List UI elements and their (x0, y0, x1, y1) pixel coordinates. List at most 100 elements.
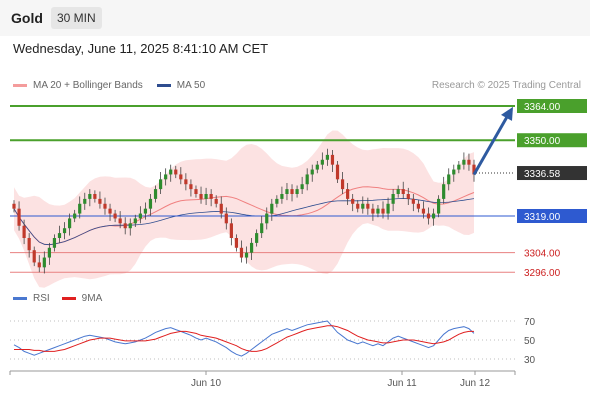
candle-body (143, 208, 148, 214)
candle-body (42, 257, 46, 268)
level-label-2: 3336.58 (524, 169, 561, 180)
ma20-swatch (13, 84, 27, 87)
ma50-line (13, 198, 475, 246)
rsi-legend: RSI 9MA (13, 293, 114, 304)
candle-body (164, 174, 168, 180)
candle-body (381, 208, 385, 214)
candle-body (290, 189, 294, 194)
candle-body (184, 179, 188, 185)
candle-body (169, 169, 173, 175)
level-label-1: 3350.00 (524, 136, 561, 147)
candle-body (462, 159, 466, 165)
x-tick-label-2: Jun 12 (460, 378, 490, 389)
candle-body (224, 213, 228, 224)
candle-body (57, 233, 62, 238)
candle-body (260, 223, 264, 234)
top-bar: Gold 30 MIN (0, 0, 590, 36)
candle-body (62, 228, 67, 234)
candle-body (88, 194, 92, 199)
candle-body (103, 203, 107, 209)
candle-body (421, 208, 426, 214)
candle-body (32, 250, 36, 263)
rsi-label: RSI (33, 293, 50, 304)
candle-body (158, 179, 163, 190)
level-label-4: 3304.00 (524, 249, 561, 260)
rsi-level-label-2: 30 (524, 355, 536, 366)
candle-body (457, 164, 461, 170)
forecast-arrow-shaft (472, 116, 509, 176)
candle-body (467, 159, 471, 165)
candle-body (234, 238, 239, 248)
datetime-label: Wednesday, June 11, 2025 8:41:10 AM CET (13, 41, 269, 56)
candle-body (335, 164, 340, 180)
candle-body (285, 189, 289, 194)
candle-body (78, 203, 82, 214)
candle-body (320, 159, 324, 165)
candle-body (396, 189, 400, 194)
candle-body (194, 189, 198, 194)
candle-body (366, 203, 370, 209)
candle-body (442, 184, 446, 199)
candle-body (133, 218, 137, 224)
candle-body (108, 208, 112, 214)
candle-body (265, 213, 269, 224)
rsi-level-label-0: 70 (524, 317, 536, 328)
candle-body (280, 194, 284, 199)
candle-body (219, 203, 223, 214)
candle-body (351, 198, 355, 204)
rsi-line (13, 320, 475, 357)
candle-body (361, 203, 365, 209)
candle-body (47, 247, 51, 258)
candle-body (22, 225, 26, 238)
candle-body (239, 247, 244, 258)
candle-body (270, 203, 274, 214)
candle-body (68, 218, 72, 229)
level-label-box-1 (517, 133, 587, 148)
candle-body (204, 194, 208, 199)
candle-body (275, 198, 279, 204)
level-label-3: 3319.00 (524, 212, 561, 223)
level-label-5: 3296.00 (524, 268, 561, 279)
candle-body (325, 154, 330, 160)
candle-body (391, 194, 395, 204)
candle-body (244, 252, 249, 258)
candle-body (295, 189, 299, 194)
candle-body (209, 194, 213, 199)
candle-body (472, 164, 476, 175)
candle-body (371, 208, 375, 214)
candle-body (431, 213, 436, 219)
timeframe-button[interactable]: 30 MIN (51, 7, 102, 29)
candle-body (426, 213, 431, 219)
ma9-swatch (61, 297, 76, 300)
candle-body (214, 198, 218, 204)
candle-body (330, 154, 335, 165)
candle-body (138, 213, 142, 219)
candle-body (17, 208, 21, 226)
credit-text: Research © 2025 Trading Central (431, 80, 581, 91)
ma20-label: MA 20 + Bollinger Bands (33, 80, 143, 91)
candle-body (305, 174, 309, 185)
candle-body (255, 233, 259, 243)
candle-body (437, 198, 441, 214)
legend-ma20: MA 20 + Bollinger Bands (13, 80, 143, 91)
candle-body (346, 189, 350, 199)
candle-body (447, 174, 451, 185)
candle-body (73, 213, 77, 219)
candle-body (148, 198, 153, 209)
level-label-box-0 (517, 99, 587, 113)
forecast-arrow-head (501, 106, 513, 121)
candle-body (411, 198, 415, 204)
level-label-0: 3364.00 (524, 102, 561, 113)
candle-body (386, 203, 390, 214)
candle-body (123, 223, 127, 229)
ma9-label: 9MA (81, 293, 103, 304)
bollinger-band (14, 130, 474, 288)
candle-body (249, 242, 254, 253)
candle-body (113, 213, 117, 219)
candle-body (452, 169, 456, 175)
rsi-level-label-1: 50 (524, 336, 536, 347)
candle-body (376, 208, 380, 214)
candle-body (229, 223, 233, 238)
rsi-swatch (13, 297, 27, 300)
